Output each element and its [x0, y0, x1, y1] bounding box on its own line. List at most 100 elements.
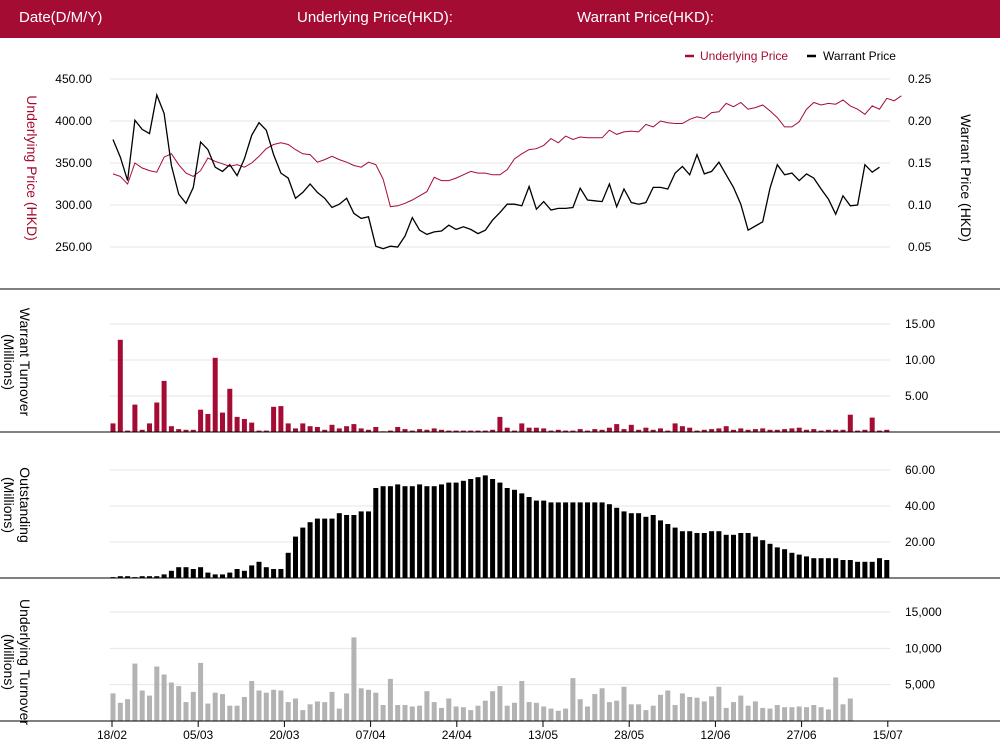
- bar: [490, 479, 496, 578]
- bar: [147, 576, 152, 578]
- bar: [285, 552, 291, 578]
- bar: [439, 429, 444, 432]
- panel-axis-title: Underlying Turnover: [17, 599, 33, 725]
- bar: [497, 686, 503, 721]
- bar: [125, 576, 131, 578]
- bar: [840, 704, 846, 721]
- bar: [198, 409, 204, 432]
- bar: [271, 406, 277, 432]
- bar: [241, 419, 247, 432]
- bar: [533, 500, 539, 578]
- panel-axis-title-unit: (Millions): [1, 334, 17, 390]
- bar: [336, 708, 342, 721]
- left-tick-label: 450.00: [55, 72, 92, 86]
- bar: [249, 565, 255, 578]
- bar: [789, 428, 795, 432]
- bar: [614, 424, 620, 432]
- axis-labels: 250.00 300.00 350.00 400.00 450.00 0.05 0.10 0.…: [1, 72, 974, 742]
- bar: [701, 533, 707, 578]
- bar: [402, 705, 408, 721]
- bar: [818, 707, 824, 721]
- bar: [198, 567, 204, 578]
- bar: [227, 388, 233, 432]
- bar: [322, 429, 328, 432]
- bar: [256, 430, 262, 432]
- bar: [541, 500, 547, 578]
- bar: [387, 430, 393, 432]
- bar: [132, 663, 138, 721]
- bar: [687, 697, 693, 721]
- bar: [614, 507, 620, 578]
- left-tick-label: 350.00: [55, 156, 92, 170]
- bar: [512, 489, 517, 578]
- bar: [847, 414, 853, 432]
- bar: [723, 707, 729, 721]
- bar: [293, 536, 298, 578]
- bar: [789, 552, 795, 578]
- bar: [563, 430, 569, 432]
- bar: [307, 522, 313, 578]
- bar: [679, 426, 685, 432]
- bar: [716, 686, 722, 721]
- bar: [621, 429, 627, 432]
- underlying-price-line: [112, 95, 902, 208]
- bar: [672, 527, 678, 578]
- bar: [475, 430, 481, 432]
- bar: [628, 424, 634, 432]
- bar: [833, 558, 839, 578]
- bar: [409, 430, 415, 432]
- bar: [263, 430, 269, 432]
- bar: [475, 477, 481, 578]
- bar: [351, 515, 357, 578]
- bar: [541, 428, 547, 432]
- bar: [563, 502, 569, 578]
- left-tick-label: 300.00: [55, 198, 92, 212]
- bar: [877, 430, 882, 432]
- bar: [183, 429, 189, 432]
- bar: [526, 427, 532, 432]
- bar: [176, 567, 182, 578]
- bar: [373, 488, 379, 578]
- bar: [117, 339, 123, 432]
- bar: [234, 705, 240, 721]
- bar: [263, 567, 269, 578]
- bar: [183, 567, 189, 578]
- bar: [606, 504, 612, 578]
- bar: [205, 414, 211, 432]
- tick-label: 60.00: [905, 463, 935, 477]
- bar: [694, 430, 700, 432]
- bar: [599, 429, 605, 432]
- bar: [679, 693, 685, 721]
- panel-dividers: [0, 288, 1000, 727]
- bar: [599, 688, 605, 721]
- bar: [329, 691, 335, 721]
- bar: [672, 423, 678, 432]
- warrant-price-label: Warrant Price(HKD):: [577, 9, 714, 26]
- bar: [154, 576, 160, 578]
- left-tick-label: 400.00: [55, 114, 92, 128]
- bar: [387, 678, 393, 721]
- bar: [862, 561, 868, 578]
- x-tick-label: 15/07: [873, 728, 903, 742]
- bar: [190, 429, 196, 432]
- x-tick-label: 12/06: [700, 728, 730, 742]
- bar: [533, 427, 539, 432]
- bar: [351, 424, 357, 432]
- bar: [709, 696, 715, 721]
- bar: [241, 697, 247, 721]
- header-bar: Date(D/M/Y) Underlying Price(HKD): Warra…: [0, 0, 1000, 38]
- bar: [139, 576, 145, 578]
- right-tick-label: 0.20: [908, 114, 932, 128]
- bar: [482, 430, 488, 432]
- bar: [636, 513, 642, 578]
- bar: [168, 426, 174, 432]
- bar: [796, 427, 802, 432]
- bar: [731, 429, 736, 432]
- bar: [526, 702, 532, 721]
- bar: [548, 502, 554, 578]
- bar: [789, 707, 795, 721]
- bar: [249, 681, 255, 721]
- bar: [453, 482, 459, 578]
- legend[interactable]: Underlying Price Warrant Price: [685, 49, 896, 63]
- bar: [585, 502, 590, 578]
